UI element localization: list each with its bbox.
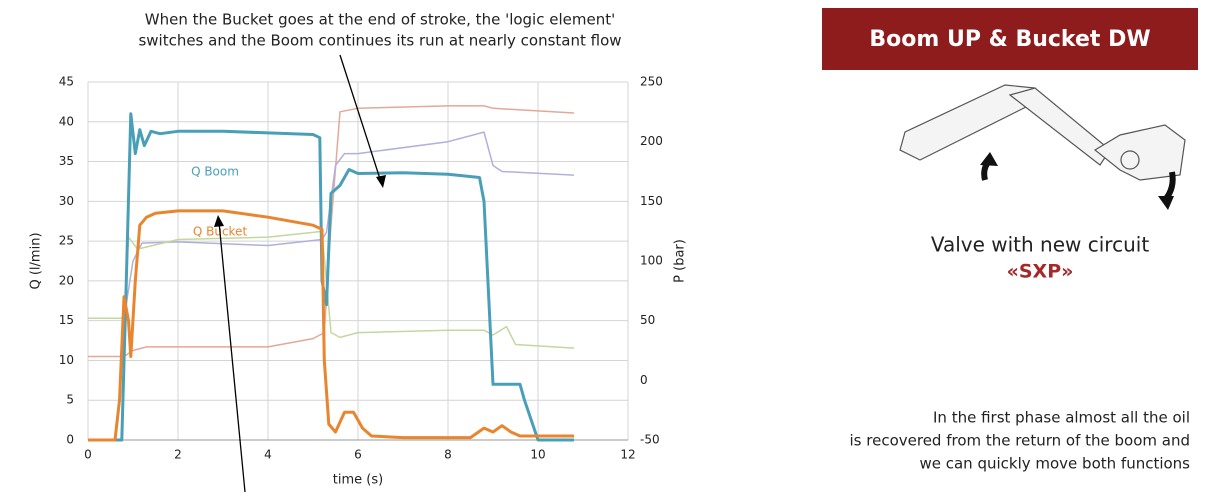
x-tick-label: 10 [530, 448, 545, 462]
x-tick-label: 4 [264, 448, 272, 462]
annotation: switches and the Boom continues its run … [138, 32, 621, 50]
panel-caption: Valve with new circuit [931, 233, 1149, 257]
y-tick-label: 35 [59, 154, 74, 168]
x-tick-label: 6 [354, 448, 362, 462]
series-line [88, 209, 574, 442]
annotation: When the Bucket goes at the end of strok… [145, 11, 615, 29]
y-tick-label: 15 [59, 313, 74, 327]
series-line [88, 112, 574, 442]
y-tick-label: 30 [59, 194, 74, 208]
series-line [88, 230, 575, 349]
y2-tick-label: 0 [640, 373, 648, 387]
annotation-arrows [214, 54, 386, 493]
y-tick-label: 0 [66, 433, 74, 447]
x-tick-label: 2 [174, 448, 182, 462]
panel-note: is recovered from the return of the boom… [850, 432, 1190, 450]
y-tick-label: 20 [59, 273, 74, 287]
x-tick-label: 0 [84, 448, 92, 462]
panel-name: «SXP» [1007, 261, 1074, 283]
panel-note: In the first phase almost all the oil [933, 409, 1190, 427]
y2-axis-label: P (bar) [673, 239, 688, 283]
y-tick-label: 25 [59, 234, 74, 248]
panel-title-box [822, 8, 1198, 70]
series-line [88, 105, 575, 358]
y2-tick-label: -50 [640, 433, 660, 447]
panel-title: Boom UP & Bucket DW [869, 27, 1150, 52]
y2-tick-label: 250 [640, 75, 663, 89]
y-tick-label: 45 [59, 75, 74, 89]
y2-tick-label: 50 [640, 313, 655, 327]
y-tick-label: 40 [59, 114, 74, 128]
y2-tick-label: 150 [640, 194, 663, 208]
y-tick-label: 10 [59, 353, 74, 367]
excavator-sketch [899, 84, 1186, 210]
x-tick-label: 8 [444, 448, 452, 462]
y2-tick-label: 200 [640, 134, 663, 148]
x-tick-label: 12 [620, 448, 635, 462]
x-axis-label: time (s) [333, 473, 383, 488]
y-axis-label: Q (l/min) [29, 232, 44, 289]
y2-tick-label: 100 [640, 254, 663, 268]
plot: 0 2 4 6 8 10 12 0 5 10 15 20 25 30 35 40 45 -50 0 50 100 150 2… [59, 75, 663, 462]
panel-note: we can quickly move both functions [919, 455, 1190, 473]
y-tick-label: 5 [66, 393, 74, 407]
series-label: Q Boom [191, 165, 239, 179]
